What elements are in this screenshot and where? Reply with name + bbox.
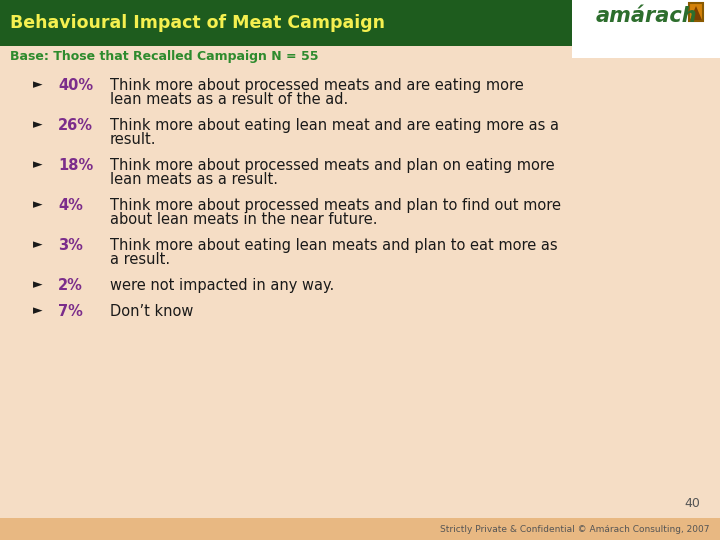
Text: 2%: 2% [58,278,83,293]
Text: Behavioural Impact of Meat Campaign: Behavioural Impact of Meat Campaign [10,14,385,32]
Text: 7%: 7% [58,304,83,319]
Text: ►: ► [33,238,42,251]
Text: ►: ► [33,118,42,131]
Bar [0,518,720,540]
Text: about lean meats in the near future.: about lean meats in the near future. [110,212,377,227]
Text: 18%: 18% [58,158,94,173]
Text: Strictly Private & Confidential © Amárach Consulting, 2007: Strictly Private & Confidential © Amárac… [441,524,710,534]
Text: lean meats as a result.: lean meats as a result. [110,172,278,187]
Bar [572,0,720,58]
Text: amárach: amárach [595,6,697,26]
Text: a result.: a result. [110,252,170,267]
Text: ►: ► [33,158,42,171]
Text: Don’t know: Don’t know [110,304,194,319]
Text: 40: 40 [684,497,700,510]
Text: Think more about eating lean meats and plan to eat more as: Think more about eating lean meats and p… [110,238,557,253]
Text: 4%: 4% [58,198,83,213]
Bar [0,0,572,46]
Text: Think more about processed meats and plan to find out more: Think more about processed meats and pla… [110,198,561,213]
Text: result.: result. [110,132,156,147]
FancyBboxPatch shape [689,3,703,21]
Text: ►: ► [33,278,42,291]
Polygon shape [690,6,702,20]
Text: Base: Those that Recalled Campaign N = 55: Base: Those that Recalled Campaign N = 5… [10,50,318,63]
Text: ►: ► [33,198,42,211]
Text: lean meats as a result of the ad.: lean meats as a result of the ad. [110,92,348,107]
Text: ►: ► [33,304,42,317]
Text: were not impacted in any way.: were not impacted in any way. [110,278,334,293]
Text: 40%: 40% [58,78,93,93]
Text: Think more about eating lean meat and are eating more as a: Think more about eating lean meat and ar… [110,118,559,133]
Text: Think more about processed meats and plan on eating more: Think more about processed meats and pla… [110,158,554,173]
Text: Think more about processed meats and are eating more: Think more about processed meats and are… [110,78,523,93]
Text: ►: ► [33,78,42,91]
Text: 26%: 26% [58,118,93,133]
Text: 3%: 3% [58,238,83,253]
